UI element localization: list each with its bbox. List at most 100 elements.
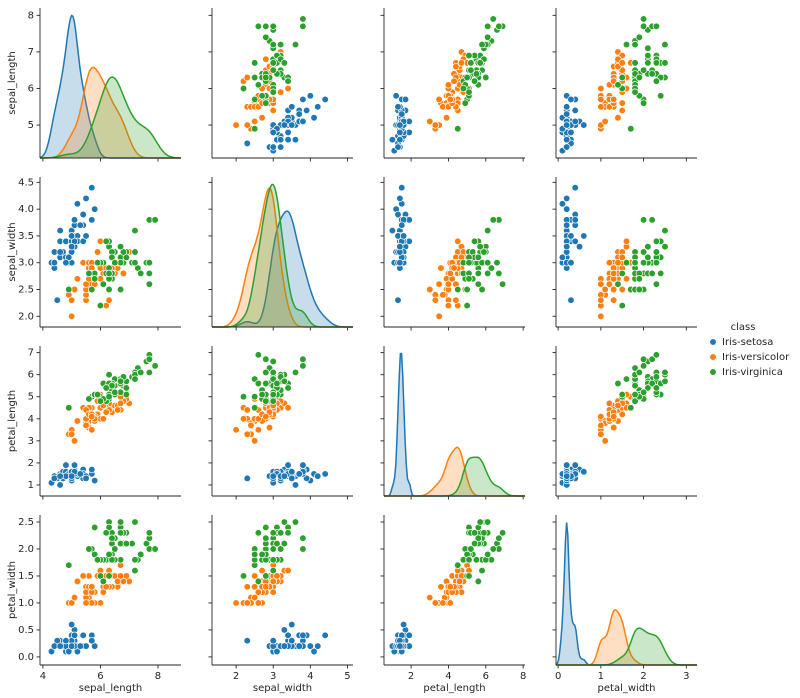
subplot: 1 2 3 4 5 6 7 (28, 346, 181, 500)
point (489, 216, 497, 224)
kde-area (556, 628, 697, 665)
point (597, 412, 605, 421)
point (398, 184, 406, 192)
point (88, 285, 96, 294)
y-axis-label: sepal_width (7, 222, 18, 281)
point (102, 408, 110, 416)
point (437, 583, 445, 591)
point (82, 194, 90, 203)
point (567, 296, 575, 304)
point (470, 77, 479, 85)
point (476, 242, 484, 251)
point (276, 143, 285, 151)
x-tick-label: 8 (520, 671, 526, 682)
point (399, 620, 408, 629)
point (280, 518, 289, 526)
point (476, 518, 484, 526)
subplot (208, 177, 353, 331)
point (56, 472, 64, 480)
point (474, 269, 482, 278)
legend-marker (709, 338, 717, 346)
point (437, 264, 445, 272)
point (631, 382, 639, 390)
point (269, 545, 277, 553)
y-tick-label: 2.5 (18, 517, 34, 528)
x-axis-label: petal_length (423, 683, 485, 694)
point (145, 280, 153, 288)
subplot (552, 346, 697, 500)
point (122, 384, 130, 392)
point (70, 593, 79, 602)
point (648, 379, 656, 388)
point (131, 226, 139, 235)
point (605, 280, 614, 288)
point (269, 106, 277, 115)
point (145, 368, 153, 377)
point (56, 481, 64, 489)
point (262, 572, 270, 580)
subplot (380, 177, 525, 331)
point (396, 259, 404, 267)
point (639, 66, 648, 74)
point (111, 388, 119, 396)
point (648, 269, 656, 278)
point (631, 40, 639, 49)
point (105, 371, 113, 379)
point (439, 599, 447, 607)
subplot (208, 346, 353, 500)
point (571, 184, 579, 192)
point (474, 253, 482, 262)
point (269, 556, 277, 564)
point (571, 106, 579, 115)
point (269, 472, 277, 480)
point (405, 631, 413, 639)
point (478, 40, 486, 49)
point (284, 404, 292, 412)
point (661, 226, 669, 235)
point (258, 390, 266, 399)
point (631, 59, 639, 67)
point (454, 125, 462, 133)
point (601, 117, 609, 126)
y-tick-label: 0.0 (18, 652, 34, 663)
point (284, 461, 292, 469)
point (618, 269, 626, 278)
point (472, 556, 481, 564)
point (661, 242, 669, 251)
x-tick-label: 5 (344, 671, 350, 682)
point (284, 84, 292, 93)
point (567, 95, 575, 104)
x-tick-label: 2 (233, 671, 239, 682)
point (394, 296, 402, 304)
point (310, 647, 318, 656)
point (631, 88, 639, 96)
point (116, 518, 125, 526)
point (82, 474, 90, 483)
point (314, 472, 322, 480)
point (251, 404, 259, 412)
point (563, 121, 571, 129)
point (610, 269, 618, 278)
point (614, 280, 622, 288)
point (284, 529, 292, 537)
legend-label: Iris-virginica (722, 367, 783, 378)
point (495, 269, 503, 278)
point (137, 368, 145, 377)
point (465, 88, 473, 96)
point (480, 248, 488, 256)
subplot: 0 1 2 3 (552, 515, 697, 682)
point (254, 81, 263, 89)
point (269, 128, 277, 137)
point (276, 529, 285, 537)
point (394, 210, 402, 219)
point (478, 566, 486, 575)
point (454, 561, 462, 569)
point (597, 103, 605, 111)
point (463, 73, 471, 82)
subplot: 2 3 4 5 (208, 515, 353, 682)
point (284, 128, 292, 137)
point (288, 121, 296, 129)
point (262, 33, 270, 41)
point (68, 232, 76, 240)
point (306, 642, 314, 650)
